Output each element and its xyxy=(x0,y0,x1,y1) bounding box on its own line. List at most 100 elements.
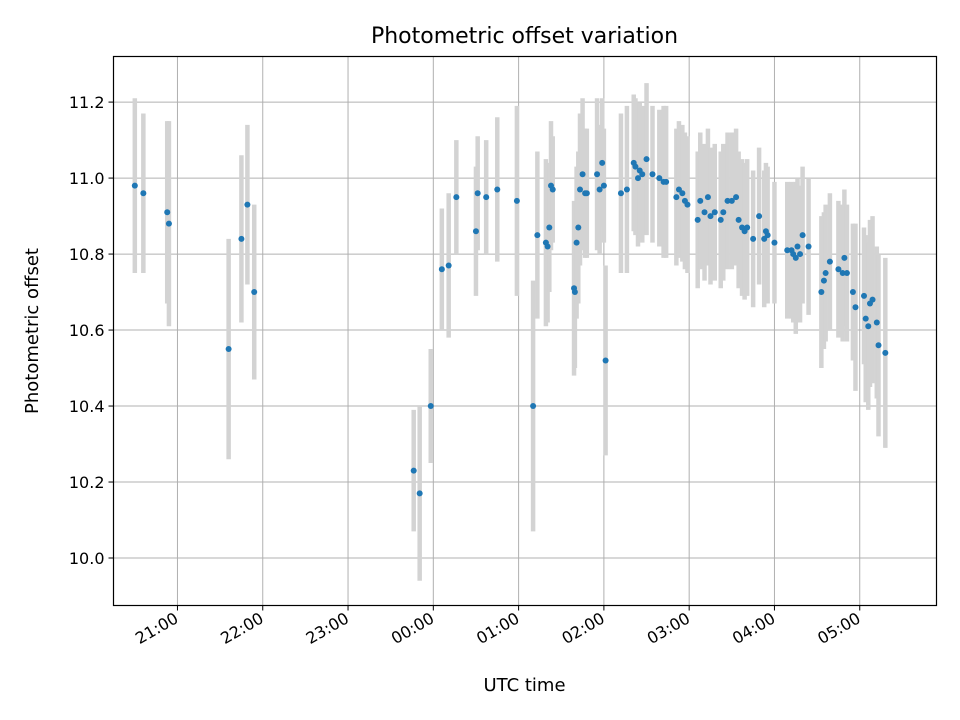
data-point xyxy=(797,251,804,258)
data-point xyxy=(724,197,731,204)
y-tick-label: 10.0 xyxy=(69,549,105,568)
data-point xyxy=(238,235,245,242)
data-point xyxy=(472,228,479,235)
data-point xyxy=(573,239,580,246)
data-point xyxy=(839,270,846,277)
data-point xyxy=(602,357,609,364)
data-point xyxy=(771,239,778,246)
data-point xyxy=(453,194,460,201)
data-point xyxy=(131,182,138,189)
data-point xyxy=(720,209,727,216)
data-point xyxy=(635,175,642,182)
data-point xyxy=(575,224,582,231)
data-point xyxy=(697,197,704,204)
y-axis-label: Photometric offset xyxy=(22,248,43,414)
data-point xyxy=(799,232,806,239)
data-point xyxy=(164,209,171,216)
data-point xyxy=(596,186,603,193)
data-point xyxy=(694,216,701,223)
data-point xyxy=(632,163,639,170)
data-point xyxy=(875,342,882,349)
y-tick-label: 11.0 xyxy=(69,169,105,188)
data-point xyxy=(835,266,842,273)
data-point xyxy=(534,232,541,239)
data-point xyxy=(577,186,584,193)
data-point xyxy=(852,304,859,311)
data-point xyxy=(165,220,172,227)
data-point xyxy=(445,262,452,269)
data-point xyxy=(704,194,711,201)
y-tick-label: 10.4 xyxy=(69,397,105,416)
y-tick-label: 11.2 xyxy=(69,93,105,112)
y-tick-label: 10.8 xyxy=(69,245,105,264)
data-point xyxy=(756,213,763,220)
data-point xyxy=(244,201,251,208)
data-point xyxy=(639,171,646,178)
data-point xyxy=(673,194,680,201)
data-point xyxy=(571,289,578,296)
data-point xyxy=(483,194,490,201)
plot-frame xyxy=(112,55,938,607)
data-point xyxy=(735,216,742,223)
data-point xyxy=(841,254,848,261)
data-point xyxy=(684,201,691,208)
data-point xyxy=(805,243,812,250)
data-point xyxy=(711,209,718,216)
data-point xyxy=(873,319,880,326)
data-point xyxy=(862,315,869,322)
data-point xyxy=(549,186,556,193)
data-point xyxy=(865,323,872,330)
data-point xyxy=(438,266,445,273)
data-point xyxy=(733,194,740,201)
data-point xyxy=(513,197,520,204)
data-points xyxy=(131,156,889,497)
data-point xyxy=(649,171,656,178)
data-point xyxy=(140,190,147,197)
y-tick-label: 10.2 xyxy=(69,473,105,492)
data-point xyxy=(643,156,650,163)
y-axis-ticks: 10.0 10.2 10.4 10.6 10.8 11.0 11.2 xyxy=(69,93,114,568)
data-point xyxy=(794,243,801,250)
data-point xyxy=(474,190,481,197)
data-point xyxy=(583,190,590,197)
data-point xyxy=(679,190,686,197)
data-point xyxy=(707,213,714,220)
data-point xyxy=(599,159,606,166)
data-point xyxy=(849,289,856,296)
data-point xyxy=(882,349,889,356)
data-point xyxy=(494,186,501,193)
data-point xyxy=(663,178,670,185)
data-point xyxy=(416,490,423,497)
data-point xyxy=(750,235,757,242)
data-point xyxy=(623,186,630,193)
data-point xyxy=(579,171,586,178)
data-point xyxy=(251,289,258,296)
data-point xyxy=(818,289,825,296)
data-point xyxy=(594,171,601,178)
data-point xyxy=(225,346,232,353)
data-point xyxy=(861,292,868,299)
data-point xyxy=(617,190,624,197)
data-point xyxy=(546,224,553,231)
data-point xyxy=(826,258,833,265)
data-point xyxy=(744,224,751,231)
data-point xyxy=(764,232,771,239)
data-point xyxy=(656,175,663,182)
data-point xyxy=(701,209,708,216)
chart-title: Photometric offset variation xyxy=(371,24,678,49)
data-point xyxy=(869,296,876,303)
data-point xyxy=(792,254,799,261)
x-axis-label: UTC time xyxy=(483,675,565,696)
data-point xyxy=(530,403,537,410)
data-point xyxy=(717,216,724,223)
y-tick-label: 10.6 xyxy=(69,321,105,340)
data-point xyxy=(820,277,827,284)
data-point xyxy=(784,247,791,254)
data-point xyxy=(410,467,417,474)
data-point xyxy=(843,270,850,277)
data-point xyxy=(427,403,434,410)
data-point xyxy=(728,197,735,204)
data-point xyxy=(822,270,829,277)
